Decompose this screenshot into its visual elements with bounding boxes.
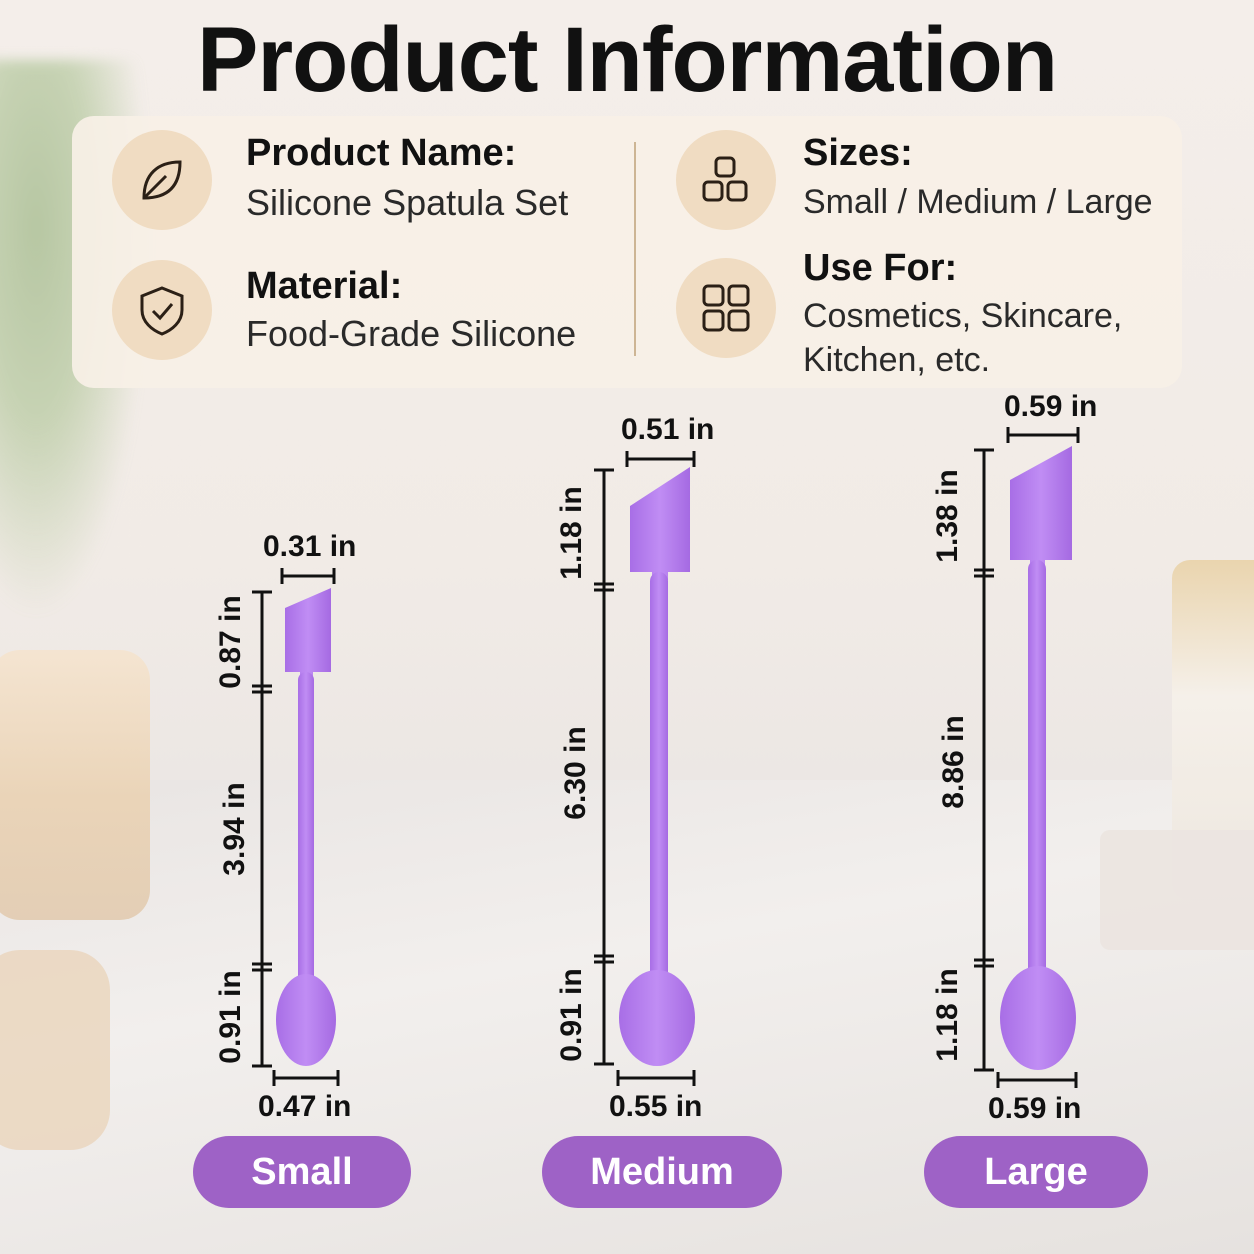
sizes-value: Small / Medium / Large [803, 183, 1153, 221]
use-for-value-line1: Cosmetics, Skincare, [803, 297, 1123, 335]
large-spatula [1000, 446, 1076, 1070]
large-handle-length: 8.86 in [937, 715, 970, 809]
cream-jar-decor [0, 650, 150, 920]
small-spatula [276, 588, 336, 1066]
size-pill-large: Large [924, 1136, 1148, 1208]
towel-decor [0, 950, 110, 1150]
leaf-icon [112, 130, 212, 230]
info-divider [634, 142, 636, 356]
small-handle-length: 3.94 in [218, 782, 251, 876]
medium-spatula [619, 467, 695, 1066]
large-head-width: 0.59 in [1004, 390, 1098, 423]
tray-decor [1100, 830, 1254, 950]
page-title: Product Information [196, 9, 1058, 111]
medium-head-length: 1.18 in [555, 486, 588, 580]
grid-icon [676, 258, 776, 358]
cubes-icon [676, 130, 776, 230]
small-spoon-width: 0.47 in [258, 1090, 352, 1123]
large-spoon-width: 0.59 in [988, 1092, 1082, 1125]
large-spoon-length: 1.18 in [931, 968, 964, 1062]
material-value: Food-Grade Silicone [246, 313, 577, 354]
material-label: Material: [246, 265, 403, 307]
size-pill-medium: Medium [542, 1136, 782, 1208]
product-name-value: Silicone Spatula Set [246, 182, 569, 223]
shield-check-icon [112, 260, 212, 360]
medium-head-width: 0.51 in [621, 413, 715, 446]
large-head-length: 1.38 in [931, 469, 964, 563]
sizes-label: Sizes: [803, 132, 913, 174]
use-for-label: Use For: [803, 247, 958, 289]
size-pill-small: Small [193, 1136, 411, 1208]
medium-spoon-width: 0.55 in [609, 1090, 703, 1123]
use-for-value-line2: Kitchen, etc. [803, 341, 991, 379]
small-head-length: 0.87 in [214, 595, 247, 689]
small-head-width: 0.31 in [263, 530, 357, 563]
medium-spoon-length: 0.91 in [555, 968, 588, 1062]
medium-handle-length: 6.30 in [559, 726, 592, 820]
product-name-label: Product Name: [246, 132, 517, 174]
info-card [72, 116, 1182, 388]
small-spoon-length: 0.91 in [214, 970, 247, 1064]
